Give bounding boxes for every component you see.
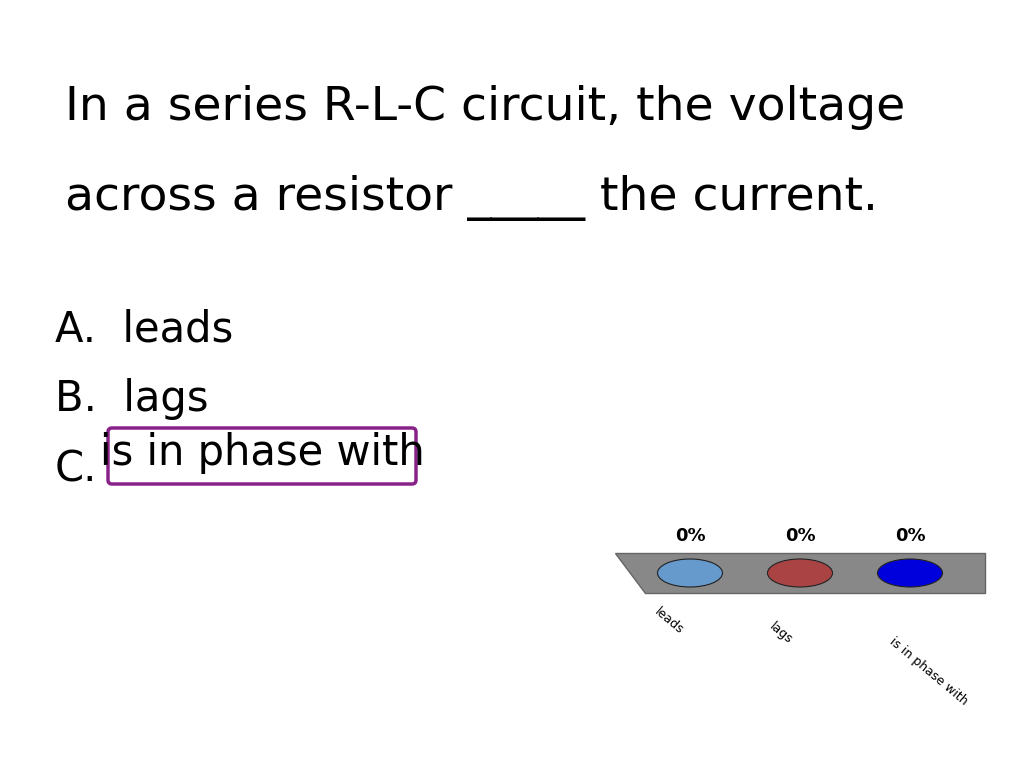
Text: 0%: 0% [895,527,926,545]
Text: is in phase with: is in phase with [99,432,424,474]
Text: A.  leads: A. leads [55,308,233,350]
Text: C.: C. [55,448,97,490]
Ellipse shape [768,559,833,587]
Ellipse shape [878,559,942,587]
Text: B.  lags: B. lags [55,378,209,420]
Text: across a resistor _____ the current.: across a resistor _____ the current. [65,175,878,221]
Text: In a series R-L-C circuit, the voltage: In a series R-L-C circuit, the voltage [65,85,905,130]
Polygon shape [615,553,985,593]
Ellipse shape [657,559,723,587]
Text: 0%: 0% [784,527,815,545]
Text: 0%: 0% [675,527,706,545]
FancyBboxPatch shape [108,428,416,484]
Text: lags: lags [767,620,795,647]
Text: leads: leads [651,605,686,637]
Text: is in phase with: is in phase with [887,635,970,707]
